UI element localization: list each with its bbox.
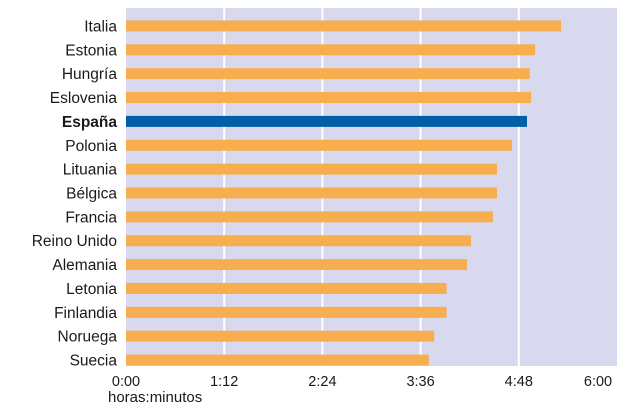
bar-7 [126,187,497,199]
category-label-14: Suecia [70,353,118,370]
category-label-13: Noruega [58,329,118,346]
category-label-11: Letonia [66,281,117,298]
category-label-5: Polonia [65,138,117,155]
category-label-4: España [62,114,118,131]
category-label-6: Lituania [63,162,118,179]
bar-9 [126,235,472,247]
category-label-8: Francia [65,209,117,226]
gridlines [223,8,520,366]
bar-13 [126,330,435,342]
category-label-9: Reino Unido [32,233,117,250]
category-label-7: Bélgica [66,186,117,203]
bar-6 [126,163,497,175]
bar-10 [126,259,467,271]
category-label-1: Estonia [65,42,117,59]
bar-0 [126,20,562,32]
bar-3 [126,92,532,104]
bar-11 [126,282,447,294]
x-tick-label-5: 6:00 [584,374,612,390]
category-label-2: Hungría [62,66,118,83]
category-labels: Italia Estonia Hungría Eslovenia España Polon… [32,18,118,369]
bar-1 [126,44,536,56]
bar-8 [126,211,493,223]
category-label-12: Finlandia [54,305,117,322]
plot-background [126,8,617,366]
x-tick-label-1: 1:12 [210,374,238,390]
bar-2 [126,68,530,80]
bar-4 [126,115,527,127]
bar-12 [126,306,447,318]
x-axis-label: horas:minutos [108,389,202,406]
x-tick-label-2: 2:24 [308,374,336,390]
x-tick-label-3: 3:36 [406,374,434,390]
bar-14 [126,354,429,366]
category-label-3: Eslovenia [50,90,118,107]
category-label-10: Alemania [52,257,117,274]
x-tick-label-4: 4:48 [505,374,533,390]
bars [126,20,562,366]
x-tick-label-0: 0:00 [112,374,140,390]
category-label-0: Italia [84,18,117,35]
x-tick-labels: 0:00 1:12 2:24 3:36 4:48 6:00 [112,374,612,390]
bar-5 [126,139,512,151]
